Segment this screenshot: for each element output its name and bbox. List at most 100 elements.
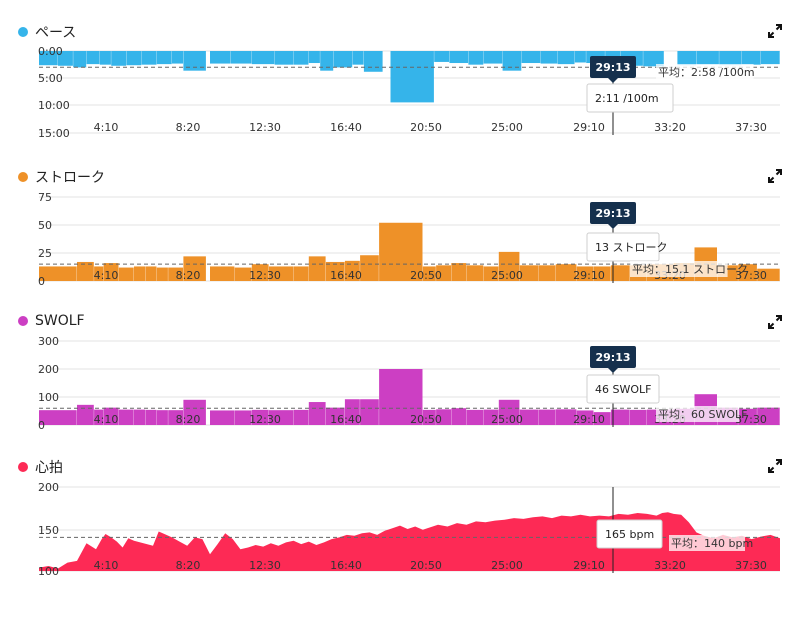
pace-title: ペース bbox=[18, 22, 76, 42]
y-tick-label: 50 bbox=[38, 219, 52, 232]
data-bar bbox=[436, 409, 451, 425]
value-tooltip-text: 2:11 /100m bbox=[595, 92, 659, 105]
x-tick-label: 12:30 bbox=[249, 269, 281, 282]
data-bar bbox=[145, 409, 157, 425]
data-bar bbox=[436, 265, 451, 281]
data-bar bbox=[73, 51, 87, 68]
data-bar bbox=[757, 268, 780, 281]
cursor-time-badge bbox=[590, 56, 636, 78]
data-bar bbox=[94, 409, 104, 425]
data-bar bbox=[344, 260, 360, 281]
data-bar bbox=[126, 51, 142, 66]
data-bar bbox=[498, 399, 520, 425]
x-tick-label: 29:10 bbox=[573, 559, 605, 572]
data-bar bbox=[39, 266, 77, 281]
average-label: 平均：2:58 /100m bbox=[658, 66, 755, 79]
data-bar bbox=[434, 51, 450, 62]
pace-chart[interactable]: 0:00 5:00 10:00 15:00 4:10 8:20 12:30 16:40 20:5… bbox=[0, 0, 799, 145]
average-label: 平均：60 SWOLF bbox=[658, 408, 747, 421]
y-tick-label: 150 bbox=[38, 524, 59, 537]
value-tooltip-text: 13 ストローク bbox=[595, 241, 668, 254]
cursor-time-label: 29:13 bbox=[595, 351, 630, 364]
data-bar bbox=[39, 410, 77, 425]
x-tick-label: 16:40 bbox=[330, 121, 362, 134]
cursor-time-label: 29:13 bbox=[595, 207, 630, 220]
hr-title-text: 心拍 bbox=[35, 460, 63, 476]
data-bar bbox=[360, 255, 379, 281]
x-tick-label: 33:20 bbox=[654, 559, 686, 572]
cursor-badge-pointer bbox=[608, 78, 618, 83]
data-bar bbox=[422, 409, 436, 425]
cursor-badge-pointer bbox=[608, 224, 618, 229]
data-bar bbox=[593, 266, 611, 281]
y-tick-label: 15:00 bbox=[38, 127, 70, 140]
data-bar bbox=[325, 261, 345, 281]
hr-title: 心拍 bbox=[18, 457, 63, 477]
value-tooltip bbox=[586, 374, 660, 404]
data-bar bbox=[555, 409, 577, 425]
data-bar bbox=[521, 51, 541, 64]
x-tick-label: 37:30 bbox=[735, 559, 767, 572]
stroke-chart[interactable]: 75 50 25 0 4:10 8:20 12:30 16:40 20:50 25:00 29:10… bbox=[0, 145, 799, 290]
x-tick-label: 37:30 bbox=[735, 121, 767, 134]
x-tick-label: 29:10 bbox=[573, 269, 605, 282]
hr-legend-dot bbox=[18, 462, 28, 472]
data-bar bbox=[540, 51, 558, 64]
swolf-chart[interactable]: 300 200 100 0 4:10 8:20 12:30 16:40 20:50 25:00 29… bbox=[0, 290, 799, 435]
value-tooltip bbox=[586, 83, 674, 113]
average-label: 平均：140 bpm bbox=[671, 537, 753, 550]
data-bar bbox=[629, 409, 647, 425]
y-tick-label: 300 bbox=[38, 335, 59, 348]
data-bar bbox=[134, 409, 146, 425]
data-bar bbox=[210, 410, 235, 425]
data-bar bbox=[183, 256, 206, 281]
stroke-title: ストローク bbox=[18, 167, 105, 187]
data-bar bbox=[502, 51, 522, 71]
data-bar bbox=[308, 256, 326, 281]
data-bar bbox=[483, 409, 499, 425]
data-bar bbox=[168, 410, 184, 425]
data-bar bbox=[363, 51, 383, 72]
data-bar bbox=[742, 51, 761, 65]
x-tick-label: 12:30 bbox=[249, 559, 281, 572]
expand-icon[interactable] bbox=[768, 315, 782, 329]
data-bar bbox=[610, 265, 630, 281]
data-bar bbox=[344, 399, 360, 425]
stroke-legend-dot bbox=[18, 172, 28, 182]
data-bar bbox=[468, 51, 484, 65]
x-tick-label: 12:30 bbox=[249, 413, 281, 426]
data-bar bbox=[557, 51, 575, 65]
data-bar bbox=[268, 266, 294, 281]
average-label-bg bbox=[669, 535, 745, 551]
data-bar bbox=[696, 51, 719, 65]
data-bar bbox=[134, 266, 146, 281]
cursor-time-label: 29:13 bbox=[595, 61, 630, 74]
x-tick-label: 25:00 bbox=[491, 121, 523, 134]
expand-icon[interactable] bbox=[768, 459, 782, 473]
data-bar bbox=[274, 51, 294, 65]
data-bar bbox=[99, 51, 111, 65]
data-bar bbox=[333, 51, 353, 68]
data-bar bbox=[610, 409, 630, 425]
data-bar bbox=[251, 409, 269, 425]
data-bar bbox=[498, 251, 520, 281]
data-bar bbox=[538, 409, 556, 425]
x-tick-label: 25:00 bbox=[491, 413, 523, 426]
data-bar bbox=[77, 404, 94, 425]
x-tick-label: 20:50 bbox=[410, 413, 442, 426]
data-bar bbox=[761, 51, 780, 65]
data-bar bbox=[451, 408, 467, 425]
x-tick-label: 16:40 bbox=[330, 559, 362, 572]
stroke-panel: ストローク bbox=[0, 145, 799, 290]
y-tick-label: 0:00 bbox=[38, 45, 63, 58]
expand-icon[interactable] bbox=[768, 169, 782, 183]
data-bar bbox=[451, 263, 467, 281]
x-tick-label: 8:20 bbox=[176, 413, 201, 426]
data-bar bbox=[118, 409, 134, 425]
data-bar bbox=[538, 265, 556, 281]
expand-icon[interactable] bbox=[768, 24, 782, 38]
hr-chart[interactable]: 200 150 100 4:10 8:20 12:30 16:40 20:50 25:00 29:… bbox=[0, 435, 799, 585]
data-bar bbox=[172, 51, 184, 64]
average-label-bg bbox=[656, 406, 740, 422]
y-tick-label: 200 bbox=[38, 481, 59, 494]
